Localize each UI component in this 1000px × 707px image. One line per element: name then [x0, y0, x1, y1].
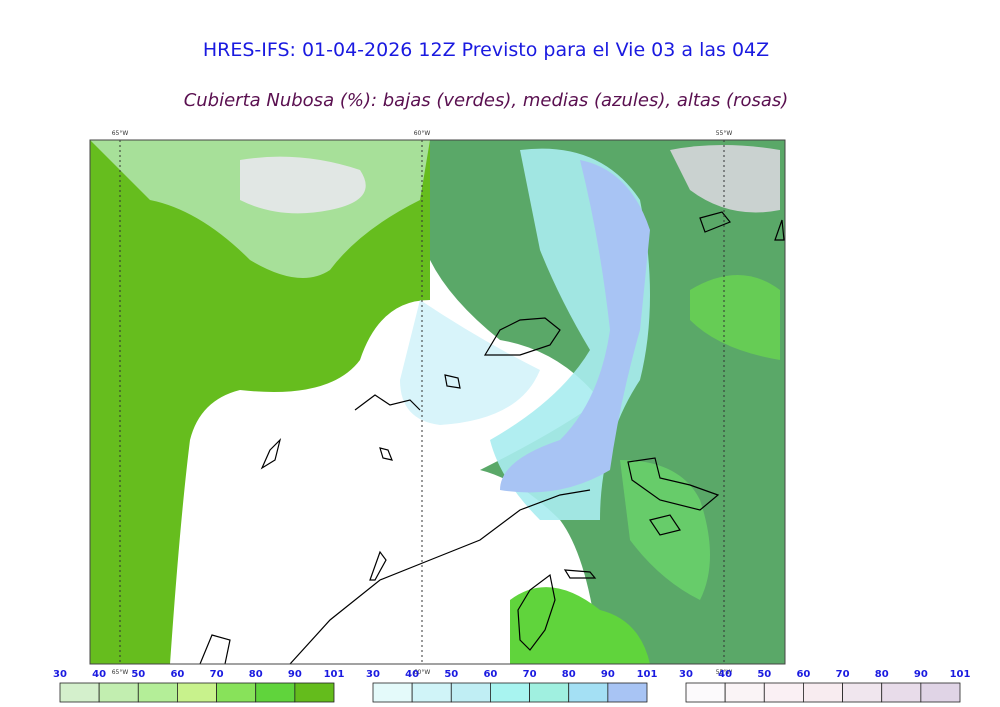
colorbar-box [529, 682, 570, 703]
colorbar-label: 80 [875, 669, 889, 680]
longitude-label: 55°W [716, 130, 733, 137]
colorbar-box [450, 682, 491, 703]
colorbar-box [372, 682, 413, 703]
colorbar-label: 101 [637, 669, 658, 680]
longitude-labels: 65°W 60°W 55°W 65°W 60°W 55°W [112, 130, 733, 676]
colorbar-label: 50 [444, 669, 458, 680]
colorbar-label: 70 [523, 669, 537, 680]
longitude-label: 65°W [112, 130, 129, 137]
map [89, 139, 786, 665]
colorbar-label: 30 [53, 669, 67, 680]
colorbar-label: 60 [483, 669, 497, 680]
colorbar-box [763, 682, 804, 703]
longitude-label: 60°W [414, 669, 431, 676]
colorbar-label: 30 [679, 669, 693, 680]
colorbar-label: 50 [757, 669, 771, 680]
colorbar-label: 50 [131, 669, 145, 680]
colorbar-box [568, 682, 609, 703]
colorbar-box [881, 682, 922, 703]
colorbar-box [177, 682, 217, 703]
colorbar-label: 60 [796, 669, 810, 680]
colorbar-box [803, 682, 843, 703]
colorbar-label: 90 [288, 669, 302, 680]
colorbar-box [98, 682, 139, 703]
colorbar-label: 30 [366, 669, 380, 680]
longitude-label: 60°W [414, 130, 431, 137]
colorbar-box [920, 682, 961, 703]
colorbar-label: 80 [249, 669, 263, 680]
colorbar-label: 60 [170, 669, 184, 680]
colorbar-label: 40 [92, 669, 106, 680]
colorbar-label: 101 [950, 669, 971, 680]
colorbar-label: 70 [210, 669, 224, 680]
colorbar-box [724, 682, 765, 703]
colorbars: 30 40 50 60 70 80 90 101 30 40 50 60 70 80 90 101 30 40 50… [53, 669, 971, 703]
colorbar-box [685, 682, 726, 703]
colorbar-box [411, 682, 452, 703]
colorbar-box [255, 682, 296, 703]
colorbar-label: 40 [405, 669, 419, 680]
colorbar-box [294, 682, 335, 703]
subtitle: Cubierta Nubosa (%): bajas (verdes), med… [184, 90, 789, 111]
longitude-label: 65°W [112, 669, 129, 676]
colorbar-label: 70 [836, 669, 850, 680]
colorbar-label: 90 [914, 669, 928, 680]
colorbar-box [137, 682, 178, 703]
longitude-label: 55°W [716, 669, 733, 676]
colorbar-label: 90 [601, 669, 615, 680]
colorbar-box [59, 682, 100, 703]
colorbar-box [490, 682, 530, 703]
colorbar-box [216, 682, 257, 703]
colorbar-box [842, 682, 883, 703]
colorbar-label: 40 [718, 669, 732, 680]
colorbar-box [607, 682, 648, 703]
colorbar-label: 80 [562, 669, 576, 680]
title: HRES-IFS: 01-04-2026 12Z Previsto para e… [203, 39, 769, 61]
colorbar-label: 101 [324, 669, 345, 680]
